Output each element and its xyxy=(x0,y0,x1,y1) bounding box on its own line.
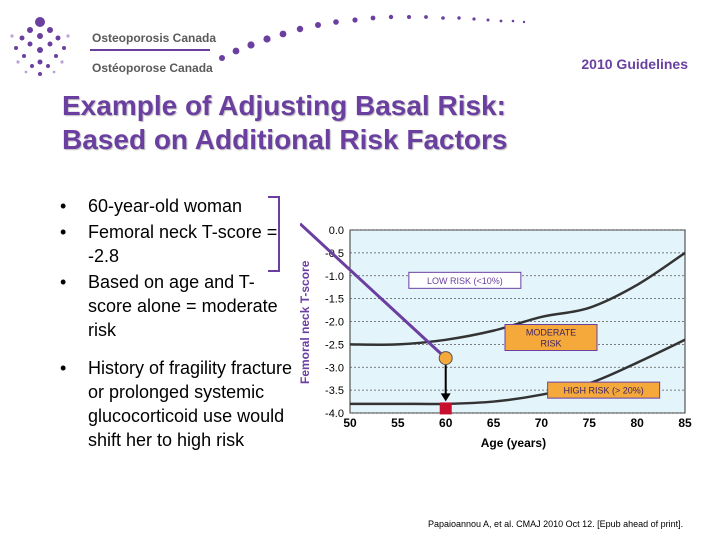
zone-label-box xyxy=(408,271,522,289)
zone-label-text: LOW RISK (<10%) xyxy=(427,276,503,286)
bullet-item: Femoral neck T-score = -2.8 xyxy=(60,220,298,268)
x-tick-labels: 50 55 60 65 70 75 80 85 xyxy=(343,416,692,430)
guidelines-label: 2010 Guidelines xyxy=(581,56,688,72)
arrow-head-icon xyxy=(440,393,451,402)
y-tick-label: -4.0 xyxy=(325,408,344,420)
x-tick-label: 60 xyxy=(439,416,453,430)
bullet-bracket xyxy=(268,196,280,272)
bullet-item: Based on age and T-score alone = moderat… xyxy=(60,270,298,342)
slide-title-line-1: Example of Adjusting Basal Risk: xyxy=(62,90,506,121)
risk-zone-label: HIGH RISK (> 20%) xyxy=(547,381,661,399)
y-tick-label: -3.5 xyxy=(325,385,344,397)
x-tick-label: 75 xyxy=(583,416,597,430)
risk-zone-label: LOW RISK (<10%) xyxy=(408,271,522,289)
zone-label-text: HIGH RISK (> 20%) xyxy=(564,386,644,396)
zone-label-box xyxy=(504,324,598,352)
bullet-list: 60-year-old woman Femoral neck T-score =… xyxy=(60,194,298,454)
x-tick-label: 80 xyxy=(630,416,644,430)
risk-curves xyxy=(349,251,686,406)
risk-chart: 0.0-0.5-1.0-1.5-2.0-2.5-3.0-3.5-4.0 5055… xyxy=(300,222,692,450)
y-tick-label: -2.0 xyxy=(325,317,344,329)
x-axis-label: Age (years) xyxy=(481,436,546,450)
org-name-french: Ostéoporose Canada xyxy=(92,61,213,75)
bullet-item: 60-year-old woman xyxy=(60,194,298,218)
y-tick-label: -1.5 xyxy=(325,294,344,306)
logo-icon xyxy=(10,17,70,76)
y-tick-label: 0.0 xyxy=(329,225,344,237)
zone-label-box xyxy=(547,381,661,399)
org-name-english: Osteoporosis Canada xyxy=(92,31,217,45)
risk-boundary-line xyxy=(349,251,686,346)
y-tick-label: -3.0 xyxy=(325,362,344,374)
risk-boundary-line xyxy=(350,338,686,406)
y-tick-label: -1.0 xyxy=(325,271,344,283)
x-tick-label: 70 xyxy=(535,416,549,430)
y-tick-label: -2.5 xyxy=(325,339,344,351)
pointer-line xyxy=(300,222,447,360)
adjusted-risk-point xyxy=(439,402,452,415)
zone-label-text: MODERATE xyxy=(526,328,576,338)
basal-risk-point xyxy=(438,351,453,366)
x-tick-label: 50 xyxy=(343,416,357,430)
x-tick-label: 55 xyxy=(391,416,405,430)
decorative-dots xyxy=(219,14,526,61)
bullet-item: History of fragility fracture or prolong… xyxy=(60,356,298,452)
slide-title-line-2: Based on Additional Risk Factors xyxy=(62,124,508,155)
annotations xyxy=(300,222,453,415)
y-tick-labels: 0.0-0.5-1.0-1.5-2.0-2.5-3.0-3.5-4.0 xyxy=(325,225,344,420)
header-banner xyxy=(10,14,526,76)
x-tick-label: 65 xyxy=(487,416,501,430)
citation: Papaioannou A, et al. CMAJ 2010 Oct 12. … xyxy=(428,519,684,529)
zone-label-text: RISK xyxy=(540,339,561,349)
x-tick-label: 85 xyxy=(678,416,692,430)
